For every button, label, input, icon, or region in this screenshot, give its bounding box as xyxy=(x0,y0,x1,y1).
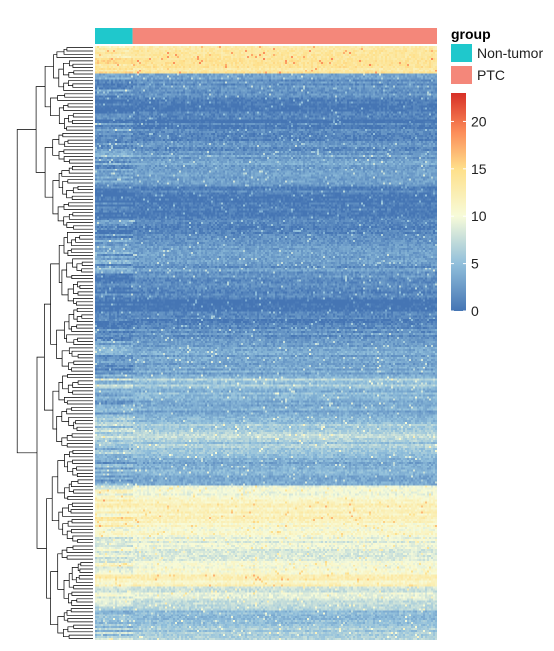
legend-label-non-tumor: Non-tumor xyxy=(477,45,543,61)
colorbar: 0 5 10 15 20 xyxy=(451,93,487,319)
legend-label-ptc: PTC xyxy=(477,67,505,83)
dendrogram-branches xyxy=(16,47,93,639)
colorbar-tick-label: 10 xyxy=(471,208,487,224)
colorbar-tick-label: 20 xyxy=(471,113,487,129)
colorbar-tick-label: 0 xyxy=(471,303,479,319)
annotation-segment-ptc xyxy=(132,28,437,44)
colorbar-tick-label: 15 xyxy=(471,161,487,177)
legend-swatch-non-tumor xyxy=(451,44,472,62)
colorbar-tick-label: 5 xyxy=(471,256,479,272)
group-legend-title: group xyxy=(451,26,491,42)
colorbar-ticks: 0 5 10 15 20 xyxy=(451,113,487,319)
heatmap-cells xyxy=(95,46,437,640)
colorbar-gradient xyxy=(451,93,466,311)
row-dendrogram xyxy=(16,47,93,639)
group-annotation-bar xyxy=(95,28,437,44)
annotation-segment-non-tumor xyxy=(95,28,133,44)
legend-swatch-ptc xyxy=(451,66,472,84)
heatmap-body xyxy=(95,46,437,640)
group-legend: group Non-tumor PTC xyxy=(451,26,543,84)
